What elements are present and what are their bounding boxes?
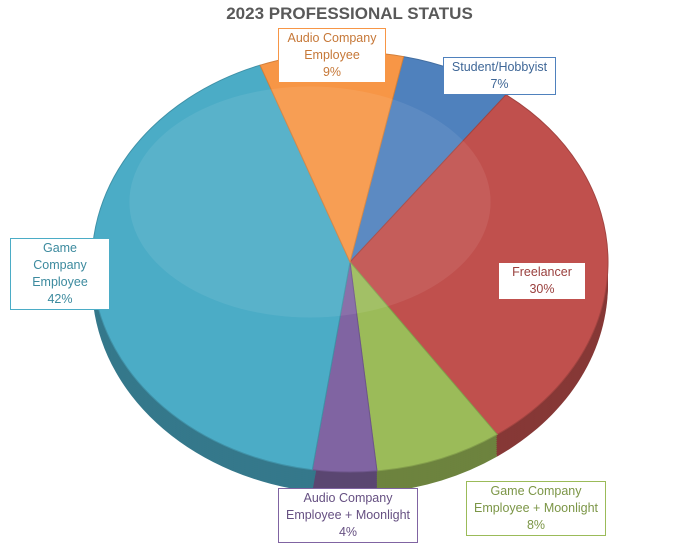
slice xyxy=(349,260,499,472)
label-category: Game Company Employee xyxy=(32,241,88,289)
label-value: 7% xyxy=(490,77,509,91)
data-label: Game Company Employee + Moonlight 8% xyxy=(466,481,606,536)
gloss xyxy=(129,86,491,318)
label-value: 8% xyxy=(526,518,546,532)
label-category: Audio Company Employee + Moonlight xyxy=(285,491,411,522)
slice xyxy=(349,94,609,436)
label-value: 30% xyxy=(529,282,555,296)
chart-title: 2023 PROFESSIONAL STATUS xyxy=(226,4,473,23)
data-label: Freelancer 30% xyxy=(498,262,586,300)
label-value: 42% xyxy=(47,292,73,306)
label-value: 4% xyxy=(338,525,358,539)
label-category: Game Company Employee + Moonlight xyxy=(473,484,599,515)
data-label: Audio Company Employee + Moonlight 4% xyxy=(278,488,418,543)
label-category: Freelancer xyxy=(512,265,572,279)
data-label: Student/Hobbyist 7% xyxy=(443,57,556,95)
label-category: Student/Hobbyist xyxy=(451,60,548,74)
data-label: Game Company Employee 42% xyxy=(10,238,110,310)
data-label: Audio Company Employee 9% xyxy=(278,28,386,83)
label-value: 9% xyxy=(322,65,342,79)
label-category: Audio Company Employee xyxy=(287,31,377,62)
